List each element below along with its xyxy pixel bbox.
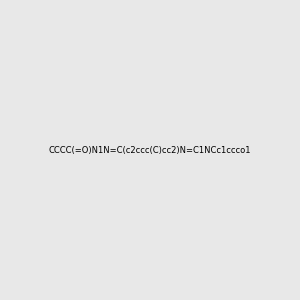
Text: CCCC(=O)N1N=C(c2ccc(C)cc2)N=C1NCc1ccco1: CCCC(=O)N1N=C(c2ccc(C)cc2)N=C1NCc1ccco1	[49, 146, 251, 154]
